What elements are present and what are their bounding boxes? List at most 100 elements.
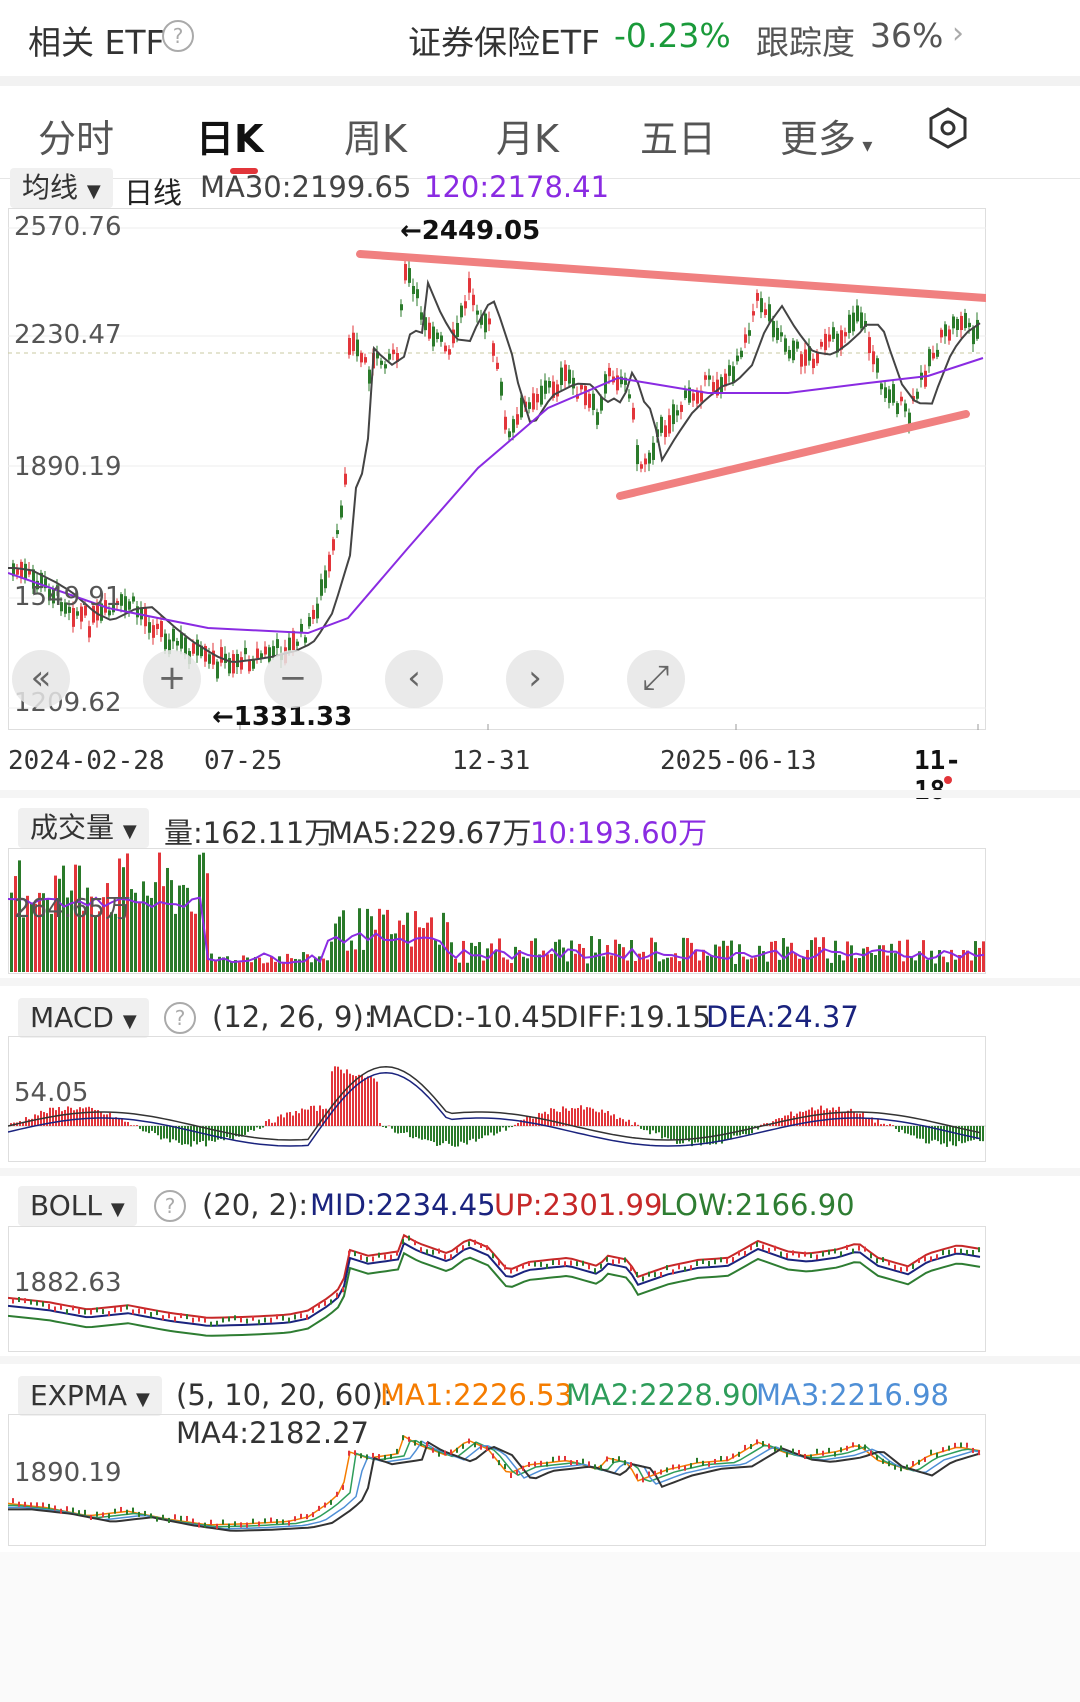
macd-bar: [187, 1126, 189, 1145]
macd-bar: [439, 1126, 441, 1146]
question-circle-icon[interactable]: ?: [162, 20, 194, 52]
zoom-in-button[interactable]: +: [143, 650, 201, 708]
macd-bar: [175, 1126, 177, 1141]
volume-bar: [754, 957, 757, 972]
volume-bar: [438, 944, 441, 972]
macd-bar: [718, 1126, 720, 1142]
macd-bar: [442, 1126, 444, 1144]
tab-monthly-k[interactable]: 月K: [496, 117, 559, 161]
fullscreen-button[interactable]: ⤢: [627, 650, 685, 708]
scroll-left-fast-button[interactable]: «: [12, 650, 70, 708]
macd-bar: [430, 1126, 432, 1141]
candle: [356, 339, 359, 357]
macd-bar: [874, 1122, 876, 1126]
volume-bar: [498, 938, 501, 972]
boll-candle: [666, 1265, 668, 1271]
volume-chart[interactable]: [8, 848, 986, 974]
macd-panel[interactable]: [8, 1036, 986, 1162]
tab-weekly-k[interactable]: 周K: [344, 117, 407, 161]
zoom-out-button[interactable]: −: [264, 650, 322, 708]
boll-candle: [834, 1248, 836, 1254]
volume-selector[interactable]: 成交量 ▼: [18, 808, 149, 848]
candle: [668, 415, 671, 434]
expma-chart[interactable]: [8, 1414, 986, 1546]
expma-candle: [108, 1513, 110, 1519]
expma-candle: [816, 1448, 818, 1454]
expma-candle: [408, 1436, 410, 1442]
macd-bar: [883, 1123, 885, 1126]
volume-bar: [522, 956, 525, 972]
indicator-selector-ma[interactable]: 均线 ▼: [10, 168, 113, 208]
chevron-right-icon[interactable]: ›: [952, 16, 964, 51]
boll-candle: [942, 1250, 944, 1256]
candle: [60, 602, 63, 612]
boll-panel[interactable]: [8, 1226, 986, 1352]
candle: [956, 319, 959, 330]
boll-candle: [378, 1252, 380, 1258]
macd-value: MACD:-10.45: [368, 1000, 559, 1034]
question-circle-icon[interactable]: ?: [154, 1190, 186, 1222]
macd-bar: [514, 1124, 516, 1126]
macd-bar: [928, 1126, 930, 1144]
volume-bar: [218, 956, 221, 972]
expma-candle: [900, 1466, 902, 1472]
boll-candle: [756, 1241, 758, 1247]
boll-candle: [528, 1261, 530, 1266]
hexagon-settings-icon[interactable]: [926, 106, 970, 150]
candle: [192, 643, 195, 654]
boll-chart[interactable]: [8, 1226, 986, 1352]
candle: [728, 365, 731, 376]
macd-bar: [856, 1113, 858, 1126]
macd-bar: [124, 1121, 126, 1126]
volume-bar: [194, 913, 197, 972]
boll-selector[interactable]: BOLL ▼: [18, 1186, 137, 1226]
candle: [248, 660, 251, 672]
boll-candle: [234, 1315, 236, 1321]
boll-candle: [54, 1306, 56, 1312]
macd-bar: [802, 1112, 804, 1126]
scroll-left-button[interactable]: ‹: [385, 650, 443, 708]
tab-intraday[interactable]: 分时: [38, 117, 115, 161]
tab-five-day[interactable]: 五日: [640, 117, 717, 161]
volume-bar: [106, 883, 109, 972]
volume-bar: [274, 961, 277, 972]
expma-panel[interactable]: [8, 1414, 986, 1546]
etf-fund-name[interactable]: 证券保险ETF: [408, 23, 600, 62]
volume-bar: [402, 924, 405, 972]
tab-more[interactable]: 更多 ▾: [780, 108, 872, 163]
expma-selector[interactable]: EXPMA ▼: [18, 1376, 162, 1416]
volume-panel[interactable]: [8, 848, 986, 974]
scroll-right-button[interactable]: ›: [506, 650, 564, 708]
volume-bar: [970, 960, 973, 972]
boll-candle: [114, 1307, 116, 1313]
kline-chart[interactable]: [8, 208, 986, 730]
expma-candle: [666, 1467, 668, 1473]
macd-bar: [523, 1119, 525, 1126]
boll-candle: [90, 1309, 92, 1315]
tab-daily-k[interactable]: 日K: [196, 117, 264, 161]
kline-panel[interactable]: [8, 208, 986, 730]
candle: [816, 351, 819, 364]
macd-bar: [169, 1126, 171, 1143]
candle: [448, 349, 451, 355]
volume-bar: [694, 949, 697, 972]
boll-candle: [504, 1264, 506, 1270]
candle: [468, 278, 471, 293]
related-etf-bar[interactable]: 相关 ETF ? 证券保险ETF -0.23% 跟踪度 36% ›: [0, 0, 1080, 76]
volume-bar: [842, 960, 845, 972]
candle: [536, 393, 539, 403]
macd-bar: [892, 1125, 894, 1126]
boll-candle: [732, 1257, 734, 1263]
macd-bar: [427, 1126, 429, 1141]
candle: [452, 329, 455, 344]
macd-chart[interactable]: [8, 1036, 986, 1162]
macd-bar: [943, 1126, 945, 1144]
candle: [836, 333, 839, 353]
macd-bar: [256, 1126, 258, 1128]
macd-selector[interactable]: MACD ▼: [18, 998, 149, 1038]
volume-bar: [534, 938, 537, 972]
question-circle-icon[interactable]: ?: [164, 1002, 196, 1034]
macd-bar: [817, 1109, 819, 1126]
macd-bar: [910, 1126, 912, 1136]
expma-candle: [90, 1514, 92, 1520]
